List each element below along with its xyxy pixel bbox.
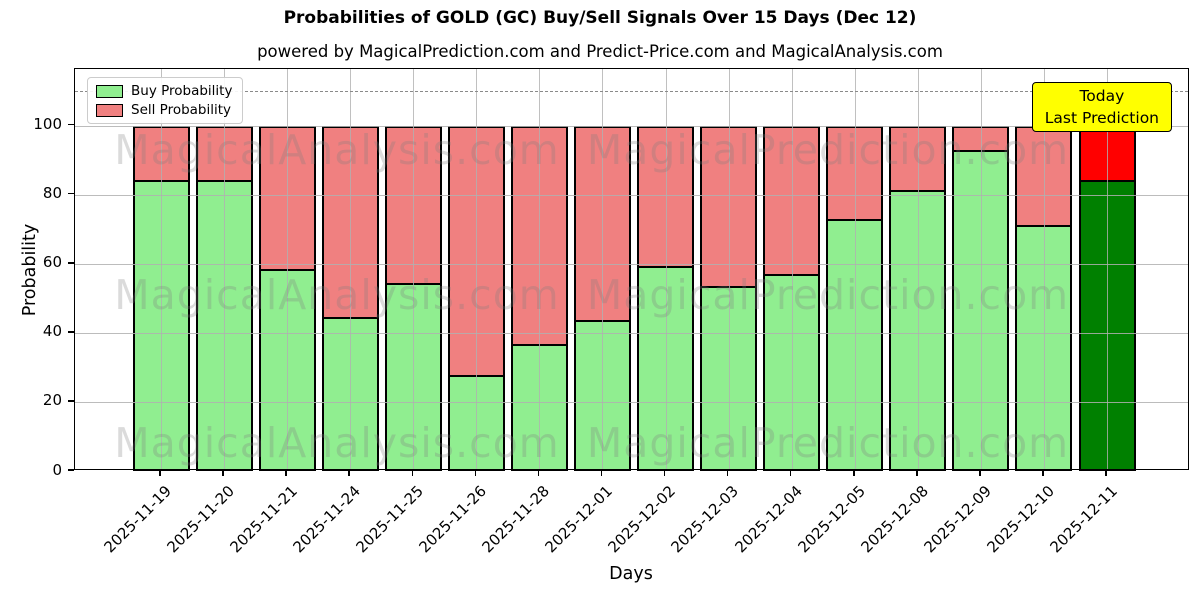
plot-area xyxy=(74,68,1189,471)
y-tick-mark-80 xyxy=(68,192,74,195)
y-tick-label-60: 60 xyxy=(42,253,62,272)
gridline-y-20 xyxy=(75,401,1188,403)
x-tick-label-2025-12-09: 2025-12-09 xyxy=(920,482,995,557)
x-tick-mark-2025-12-10 xyxy=(1042,470,1044,476)
x-tick-mark-2025-12-08 xyxy=(916,470,918,476)
x-tick-label-2025-11-24: 2025-11-24 xyxy=(289,482,364,557)
gridline-x-2025-12-02 xyxy=(665,69,667,469)
y-tick-label-40: 40 xyxy=(42,322,62,341)
x-tick-mark-2025-12-04 xyxy=(789,470,792,476)
y-tick-mark-60 xyxy=(68,262,74,264)
x-tick-label-2025-12-01: 2025-12-01 xyxy=(541,482,617,557)
gridline-x-2025-11-26 xyxy=(476,69,478,469)
gridline-x-2025-12-04 xyxy=(791,69,793,469)
x-axis-label: Days xyxy=(609,564,653,584)
gridline-x-2025-12-08 xyxy=(917,69,919,469)
x-tick-mark-2025-11-24 xyxy=(348,470,350,476)
legend-label-buy: Buy Probability xyxy=(131,83,233,99)
y-tick-mark-40 xyxy=(68,331,74,333)
x-tick-label-2025-12-10: 2025-12-10 xyxy=(983,482,1058,557)
buy-swatch-icon xyxy=(96,84,123,98)
legend-label-sell: Sell Probability xyxy=(131,102,232,118)
y-tick-mark-20 xyxy=(68,400,74,402)
x-tick-mark-2025-11-28 xyxy=(537,470,540,476)
today-annotation-box: Today Last Prediction xyxy=(1031,82,1172,132)
gridline-x-2025-12-09 xyxy=(980,69,982,469)
legend-item-buy: Buy Probability xyxy=(96,84,232,98)
today-line: Today xyxy=(1079,87,1125,105)
x-tick-label-2025-12-03: 2025-12-03 xyxy=(667,482,743,557)
x-tick-label-2025-11-28: 2025-11-28 xyxy=(478,482,554,557)
gridline-x-2025-12-10 xyxy=(1043,69,1045,469)
x-tick-mark-2025-11-25 xyxy=(411,470,414,476)
gridline-x-2025-12-03 xyxy=(728,69,730,469)
chart-subtitle: powered by MagicalPrediction.com and Pre… xyxy=(257,42,943,61)
x-tick-mark-2025-11-26 xyxy=(474,470,477,476)
x-tick-label-2025-11-21: 2025-11-21 xyxy=(226,482,301,557)
x-tick-mark-2025-12-09 xyxy=(979,470,981,476)
x-tick-mark-2025-12-05 xyxy=(853,470,855,476)
gridline-x-2025-11-19 xyxy=(161,69,162,469)
gridline-y-40 xyxy=(75,332,1188,334)
gridline-y-80 xyxy=(75,194,1188,196)
y-tick-mark-0 xyxy=(68,469,74,471)
x-tick-mark-2025-12-02 xyxy=(663,470,666,476)
dashed-reference-line xyxy=(75,91,1188,93)
x-tick-mark-2025-12-11 xyxy=(1105,470,1107,476)
x-tick-label-2025-11-26: 2025-11-26 xyxy=(415,482,491,557)
last-prediction-line: Last Prediction xyxy=(1044,109,1159,127)
gridline-x-2025-11-24 xyxy=(350,69,352,469)
x-tick-mark-2025-12-01 xyxy=(600,470,603,476)
legend: Buy Probability Sell Probability xyxy=(87,77,244,124)
gridline-x-2025-11-21 xyxy=(287,69,289,469)
x-tick-label-2025-11-19: 2025-11-19 xyxy=(100,482,175,557)
x-tick-label-2025-12-04: 2025-12-04 xyxy=(731,482,806,557)
x-tick-mark-2025-11-21 xyxy=(285,470,287,476)
x-tick-label-2025-11-20: 2025-11-20 xyxy=(163,482,238,557)
x-tick-label-2025-12-11: 2025-12-11 xyxy=(1046,482,1121,557)
chart-title: Probabilities of GOLD (GC) Buy/Sell Sign… xyxy=(283,8,917,28)
gridline-x-2025-12-11 xyxy=(1107,69,1109,469)
y-tick-label-20: 20 xyxy=(42,391,62,410)
gridline-y-60 xyxy=(75,263,1188,265)
x-tick-mark-2025-11-20 xyxy=(222,470,224,476)
gridline-x-2025-11-25 xyxy=(413,69,415,469)
gridline-y-100 xyxy=(75,125,1188,127)
x-tick-mark-2025-11-19 xyxy=(159,470,161,476)
x-tick-label-2025-11-25: 2025-11-25 xyxy=(352,482,428,557)
sell-swatch-icon xyxy=(96,103,123,117)
x-tick-label-2025-12-08: 2025-12-08 xyxy=(857,482,932,557)
gridline-x-2025-12-01 xyxy=(602,69,604,469)
x-tick-mark-2025-12-03 xyxy=(726,470,729,476)
y-tick-label-80: 80 xyxy=(42,184,62,203)
gridline-x-2025-12-05 xyxy=(854,69,856,469)
y-tick-label-100: 100 xyxy=(33,115,62,134)
gridline-x-2025-11-20 xyxy=(224,69,226,469)
gridline-x-2025-11-28 xyxy=(539,69,541,469)
y-tick-label-0: 0 xyxy=(52,460,62,479)
legend-item-sell: Sell Probability xyxy=(96,103,232,117)
y-tick-mark-100 xyxy=(68,123,74,126)
